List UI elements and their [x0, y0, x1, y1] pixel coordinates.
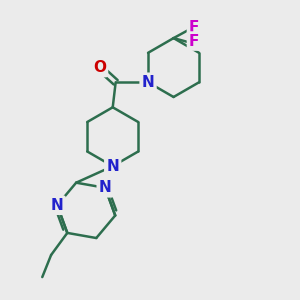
Text: F: F — [189, 34, 200, 49]
Text: O: O — [93, 60, 106, 75]
Text: N: N — [142, 75, 154, 90]
Text: N: N — [51, 198, 64, 213]
Text: N: N — [106, 159, 119, 174]
Text: F: F — [189, 20, 200, 35]
Text: N: N — [99, 180, 112, 195]
